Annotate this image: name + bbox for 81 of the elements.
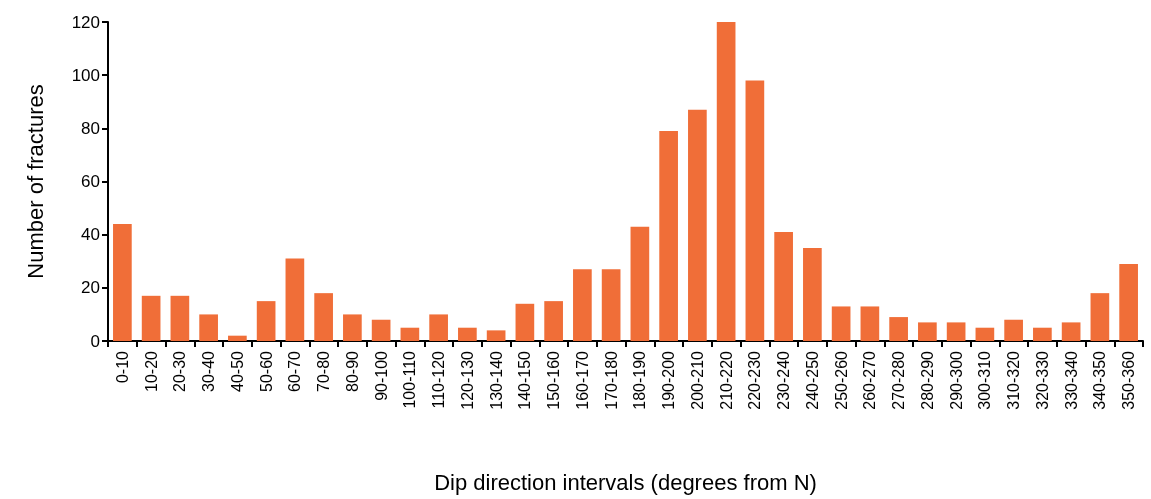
y-tick-label: 100 [71,65,100,85]
bar [774,232,793,341]
bar [601,269,621,341]
x-tick-label: 160-170 [573,350,591,410]
bar [371,319,391,341]
bar [1004,319,1023,341]
x-tick-label: 230-240 [775,350,793,410]
x-tick-label: 90-100 [372,350,390,401]
x-tick-label: 40-50 [228,350,246,392]
bar [256,301,276,341]
bar [343,314,362,341]
x-tick-label: 320-330 [1033,350,1051,410]
x-tick-label: 20-30 [171,350,189,392]
bar [1090,293,1110,341]
x-tick-label: 190-200 [660,350,678,410]
bar [515,303,535,341]
bar [659,130,678,341]
x-tick-label: 50-60 [257,350,275,392]
bar [946,322,966,341]
bar [803,247,822,341]
x-tick-label: 120-130 [458,350,476,410]
bar [573,269,592,341]
x-tick-label: 170-180 [602,350,620,410]
x-tick-label: 270-280 [890,350,908,410]
x-tick-label: 350-360 [1120,350,1138,410]
x-axis-title: Dip direction intervals (degrees from N) [434,469,817,495]
x-tick-label: 10-20 [142,350,160,392]
x-tick-label: 30-40 [200,350,218,392]
x-tick-label: 0-10 [113,350,131,384]
bar [314,293,333,341]
x-tick-label: 180-190 [631,350,649,410]
y-tick-label: 120 [71,12,100,32]
bar [918,322,937,341]
x-tick-label: 290-300 [947,350,965,410]
bar [831,306,851,341]
bar [975,327,995,341]
x-tick-label: 150-160 [545,350,563,410]
bar [860,306,880,341]
x-tick-label: 310-320 [1005,350,1023,410]
bar [544,301,563,341]
bar [199,314,218,341]
bar [688,109,707,341]
x-tick-label: 60-70 [286,350,304,392]
x-tick-label: 340-350 [1091,350,1109,410]
bar [429,314,448,341]
x-tick-label: 220-230 [746,350,764,410]
bar [141,295,161,341]
x-tick-label: 280-290 [918,350,936,410]
bar [486,330,506,341]
bar [1119,263,1138,341]
x-tick-label: 260-270 [861,350,879,410]
x-tick-label: 70-80 [315,350,333,392]
y-axis-title: Number of fractures [22,84,48,279]
bar [228,335,247,341]
x-tick-label: 140-150 [516,350,534,410]
y-tick-label: 80 [81,118,100,138]
x-tick-label: 200-210 [688,350,706,410]
x-tick-label: 130-140 [487,350,505,410]
x-tick-label: 300-310 [976,350,994,410]
x-tick-label: 250-260 [832,350,850,410]
bar [458,327,477,341]
bar [1033,327,1052,341]
bar [400,327,420,341]
bar [716,22,736,341]
x-tick-label: 330-340 [1062,350,1080,410]
x-tick-label: 110-120 [430,350,448,409]
bar [889,317,908,341]
x-tick-label: 210-220 [717,350,735,410]
bar [170,295,190,341]
y-tick-label: 60 [81,172,100,191]
x-tick-label: 240-250 [803,350,821,410]
y-tick-label: 40 [81,225,100,245]
bar [285,258,305,341]
bar [745,80,765,341]
x-tick-label: 100-110 [401,350,419,409]
y-tick-label: 0 [90,331,100,351]
bar [630,226,650,341]
y-tick-label: 20 [81,278,100,298]
bar [113,224,132,341]
x-tick-label: 80-90 [343,350,361,392]
bar [1061,322,1081,341]
